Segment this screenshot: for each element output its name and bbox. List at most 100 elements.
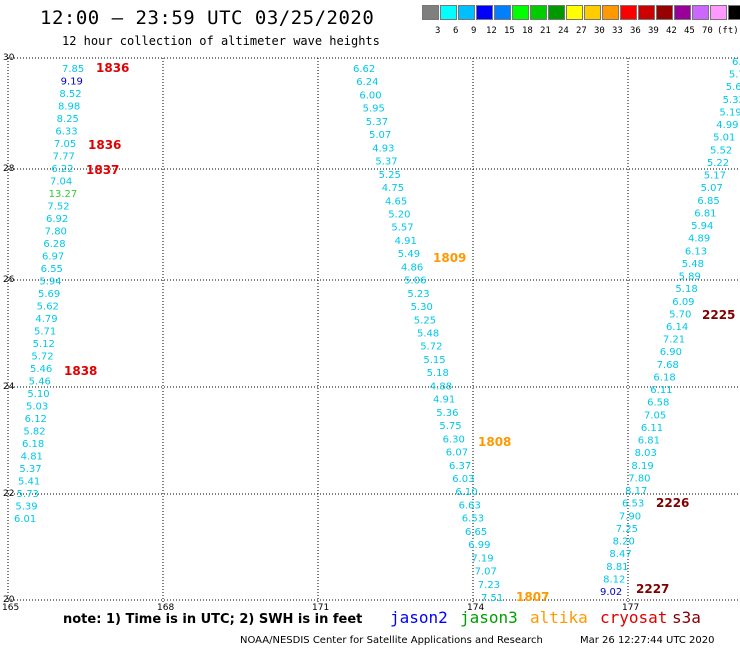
wave-height-value: 6.00 (359, 90, 381, 101)
wave-height-value: 6.18 (653, 372, 675, 383)
wave-height-value: 4.81 (21, 452, 43, 463)
wave-height-value: 5.62 (37, 302, 59, 313)
wave-height-value: 4.91 (395, 236, 417, 247)
wave-height-value: 4.75 (382, 183, 404, 194)
legend-label: 24 (558, 26, 569, 36)
wave-height-value: 5.22 (707, 158, 729, 169)
wave-height-value: 5.03 (26, 402, 48, 413)
wave-height-value: 6.99 (468, 540, 490, 551)
wave-height-value: 6.18 (22, 439, 44, 450)
legend-swatch (422, 5, 439, 20)
wave-height-value: 6. (732, 57, 740, 68)
wave-height-value: 5.73 (17, 489, 39, 500)
altimeter-tracks: 7.859.198.528.988.256.337.057.776.227.04… (14, 57, 740, 604)
satellite-name-cryosat: cryosat (600, 608, 668, 627)
wave-height-value: 5.89 (679, 272, 701, 283)
wave-height-value: 4.93 (372, 143, 394, 154)
pass-time-label: 1836 (88, 138, 121, 152)
wave-height-value: 5.37 (366, 117, 388, 128)
legend-label: 27 (576, 26, 587, 36)
wave-height-value: 5.57 (391, 223, 413, 234)
wave-height-value: 7.25 (616, 524, 638, 535)
wave-height-value: 5.94 (39, 277, 61, 288)
legend-swatch (584, 5, 601, 20)
legend-swatch (566, 5, 583, 20)
wave-height-value: 7.77 (53, 152, 75, 163)
pass-time-label: 1807 (516, 590, 549, 604)
wave-height-value: 5.12 (33, 339, 55, 350)
wave-height-value: 4.91 (433, 395, 455, 406)
lon-label: 171 (312, 603, 329, 613)
wave-height-value: 5.01 (713, 133, 735, 144)
wave-height-value: 6.85 (697, 196, 719, 207)
wave-height-value: 8.12 (603, 574, 625, 585)
wave-height-value: 7.07 (475, 567, 497, 578)
legend-label: 39 (648, 26, 659, 36)
wave-height-value: 6.92 (46, 214, 68, 225)
legend-swatch (548, 5, 565, 20)
wave-height-value: 5.41 (18, 477, 40, 488)
wave-height-value: 4.89 (688, 234, 710, 245)
wave-height-value: 5.20 (388, 209, 410, 220)
lon-label: 177 (622, 603, 639, 613)
wave-height-value: 5.48 (417, 329, 439, 340)
wave-height-value: 6.03 (452, 474, 474, 485)
wave-height-value: 5.72 (31, 352, 53, 363)
wave-height-value: 7.80 (45, 227, 67, 238)
legend-label: 45 (684, 26, 695, 36)
legend-swatch (476, 5, 493, 20)
wave-height-value: 13.27 (49, 189, 78, 200)
wave-height-value: 5.69 (38, 289, 60, 300)
wave-height-value: 6.90 (660, 347, 682, 358)
satellite-name-jason3: jason3 (460, 608, 518, 627)
wave-height-value: 5.18 (675, 284, 697, 295)
wave-height-value: 5.23 (407, 289, 429, 300)
legend-swatches (422, 5, 740, 20)
legend-swatch (620, 5, 637, 20)
legend-swatch (674, 5, 691, 20)
wave-height-value: 8.20 (613, 537, 635, 548)
lon-label: 168 (157, 603, 174, 613)
wave-height-value: 5.15 (423, 355, 445, 366)
wave-height-value: 5.25 (414, 315, 436, 326)
wave-height-value: 8.81 (606, 562, 628, 573)
wave-height-value: 5.75 (439, 421, 461, 432)
legend-swatch (494, 5, 511, 20)
legend-label: 21 (540, 26, 551, 36)
legend-label: 30 (594, 26, 605, 36)
wave-height-value: 8.47 (609, 549, 631, 560)
wave-height-value: 6.58 (647, 398, 669, 409)
wave-height-value: 6.37 (449, 461, 471, 472)
wave-height-value: 5.94 (691, 221, 713, 232)
lat-lon-grid (7, 57, 740, 602)
wave-height-value: 5.10 (27, 389, 49, 400)
wave-height-value: 5.7 (729, 70, 740, 81)
satellite-name-s3a: s3a (672, 608, 701, 627)
wave-height-value: 8.25 (57, 114, 79, 125)
wave-height-value: 5.71 (34, 327, 56, 338)
lat-label: 20 (3, 595, 15, 605)
wave-height-value: 5.30 (411, 302, 433, 313)
page-subtitle: 12 hour collection of altimeter wave hei… (62, 34, 380, 48)
pass-time-label: 2227 (636, 582, 669, 596)
wave-height-value: 7.23 (478, 580, 500, 591)
legend-swatch (602, 5, 619, 20)
pass-time-label: 1838 (64, 364, 97, 378)
wave-height-value: 8.52 (59, 89, 81, 100)
wave-height-value: 5.07 (369, 130, 391, 141)
pass-time-label: 2225 (702, 308, 735, 322)
wave-height-value: 7.19 (471, 553, 493, 564)
legend-swatch (656, 5, 673, 20)
legend-swatch (512, 5, 529, 20)
lat-label: 22 (3, 489, 14, 499)
wave-height-value: 5.39 (15, 502, 37, 513)
wave-height-value: 7.80 (628, 473, 650, 484)
wave-height-value: 5.72 (420, 342, 442, 353)
wave-height-value: 7.51 (481, 593, 503, 604)
legend-label: 9 (471, 26, 477, 36)
wave-height-value: 7.05 (54, 139, 76, 150)
wave-height-value: 4.79 (35, 314, 57, 325)
timestamp-text: Mar 26 12:27:44 UTC 2020 (580, 635, 715, 646)
wave-height-value: 6.11 (650, 385, 672, 396)
legend-swatch (692, 5, 709, 20)
